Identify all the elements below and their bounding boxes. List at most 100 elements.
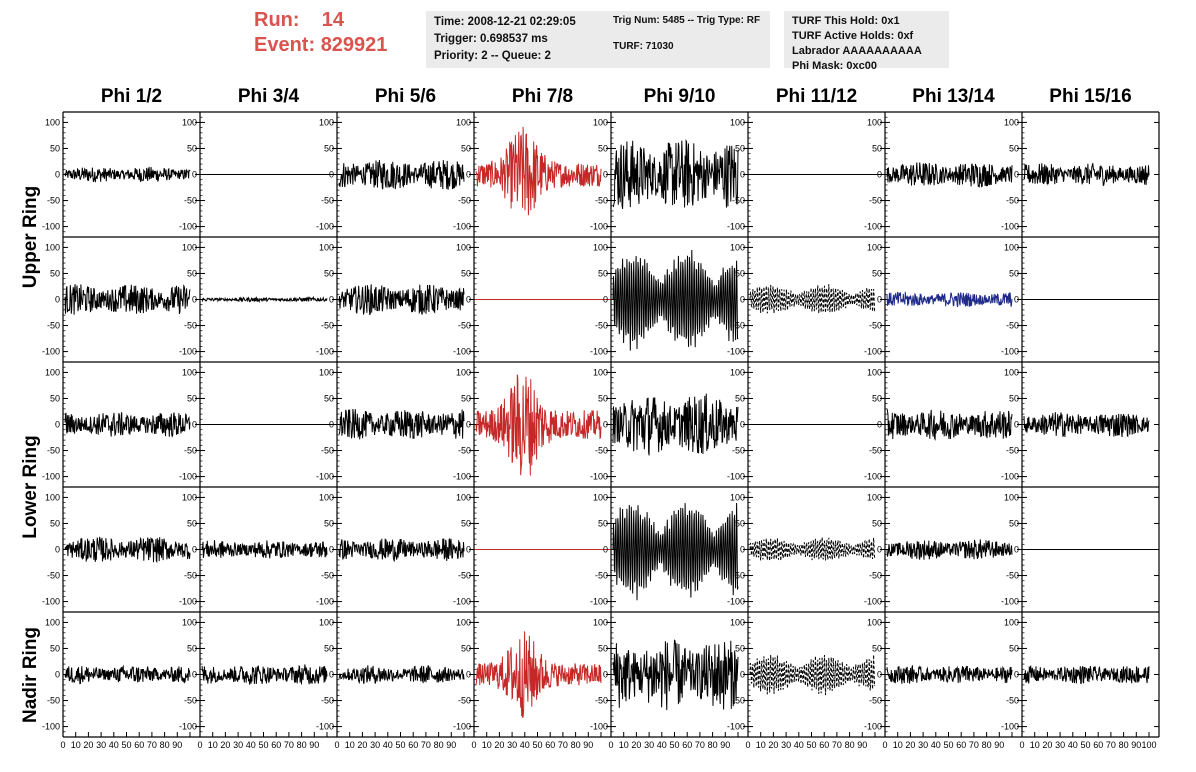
y-tick-label: 0 <box>603 295 608 305</box>
y-tick-label: 0 <box>329 545 334 555</box>
waveform-line <box>338 408 465 440</box>
y-tick-label: 50 <box>872 643 882 653</box>
x-tick-label: 90 <box>1131 740 1141 750</box>
waveform-line <box>475 631 602 718</box>
x-tick-label: 80 <box>297 740 307 750</box>
y-tick-label: -50 <box>869 446 882 456</box>
y-tick-label: -100 <box>42 222 60 232</box>
y-tick-label: 100 <box>730 242 745 252</box>
waveform-line <box>612 639 739 711</box>
y-tick-label: 50 <box>187 518 197 528</box>
waveform-panel: 100 50 0 -50 -100 <box>590 611 748 738</box>
x-tick-label: 0 <box>197 740 202 750</box>
waveform-line <box>201 540 328 559</box>
y-tick-label: -100 <box>42 347 60 357</box>
waveform-panel: 100 50 0 -50 -100 <box>453 611 611 738</box>
x-tick-label: 50 <box>258 740 268 750</box>
y-tick-label: 0 <box>55 295 60 305</box>
waveform-panel: 100 50 0 -50 -100 <box>42 236 200 363</box>
x-tick-label: 70 <box>284 740 294 750</box>
y-tick-label: 100 <box>319 492 334 502</box>
y-tick-label: -50 <box>184 446 197 456</box>
y-tick-label: 100 <box>182 117 197 127</box>
waveform-line <box>64 283 191 315</box>
y-tick-label: -100 <box>727 472 745 482</box>
y-tick-label: 50 <box>50 268 60 278</box>
y-tick-label: -50 <box>458 696 471 706</box>
x-tick-label: 60 <box>1093 740 1103 750</box>
y-tick-label: 50 <box>598 518 608 528</box>
x-tick-label: 70 <box>832 740 842 750</box>
x-tick-label: 40 <box>383 740 393 750</box>
y-tick-label: -100 <box>316 597 334 607</box>
waveform-panel: 100 50 0 -50 -100 <box>864 611 1022 738</box>
waveform-line <box>1023 412 1150 438</box>
y-tick-label: 50 <box>735 518 745 528</box>
x-tick-label: 40 <box>657 740 667 750</box>
x-tick-label: 70 <box>147 740 157 750</box>
y-tick-label: 0 <box>55 545 60 555</box>
x-tick-label: 100 <box>1141 740 1156 750</box>
y-tick-label: -50 <box>321 571 334 581</box>
y-tick-label: -50 <box>732 446 745 456</box>
y-tick-label: 100 <box>319 367 334 377</box>
waveform-line <box>612 393 739 456</box>
trigger-info-box: Trig Num: 5485 -- Trig Type: RF TURF: 71… <box>605 11 770 68</box>
x-tick-label: 10 <box>619 740 629 750</box>
y-tick-label: 100 <box>867 117 882 127</box>
y-tick-label: -100 <box>453 347 471 357</box>
y-tick-label: 100 <box>593 242 608 252</box>
x-tick-label: 40 <box>520 740 530 750</box>
run-label: Run: <box>254 9 300 31</box>
x-tick-label: 80 <box>845 740 855 750</box>
trigger-text: Trigger: 0.698537 ms <box>434 33 548 45</box>
x-tick-label: 0 <box>608 740 613 750</box>
y-tick-label: -50 <box>595 446 608 456</box>
y-tick-label: 100 <box>593 492 608 502</box>
y-tick-label: 50 <box>324 268 334 278</box>
y-tick-label: -100 <box>453 597 471 607</box>
y-tick-label: -50 <box>321 196 334 206</box>
y-tick-label: 100 <box>730 117 745 127</box>
y-tick-label: 50 <box>598 393 608 403</box>
y-tick-label: 0 <box>55 170 60 180</box>
y-tick-label: -100 <box>179 472 197 482</box>
y-tick-label: -100 <box>316 472 334 482</box>
y-tick-label: 100 <box>730 367 745 377</box>
waveform-panel: 100 50 0 -50 -100 <box>864 361 1022 488</box>
y-tick-label: 100 <box>45 617 60 627</box>
y-tick-label: 0 <box>466 670 471 680</box>
x-tick-label: 60 <box>819 740 829 750</box>
priority-text: Priority: 2 -- Queue: 2 <box>434 50 551 62</box>
x-tick-label: 20 <box>768 740 778 750</box>
y-tick-label: 0 <box>329 170 334 180</box>
y-tick-label: 100 <box>1004 367 1019 377</box>
y-tick-label: 50 <box>50 643 60 653</box>
phi-mask-text: Phi Mask: 0xc00 <box>792 60 877 72</box>
y-tick-label: 50 <box>872 268 882 278</box>
waveform-line <box>749 654 876 696</box>
x-tick-label: 20 <box>1042 740 1052 750</box>
y-tick-label: -50 <box>595 696 608 706</box>
column-title: Phi 3/4 <box>237 86 300 107</box>
waveform-line <box>201 664 328 685</box>
waveform-panel: 100 50 0 -50 -100 <box>316 236 474 363</box>
y-tick-label: 100 <box>182 242 197 252</box>
x-tick-label: 10 <box>1030 740 1040 750</box>
y-tick-label: -50 <box>184 696 197 706</box>
y-tick-label: 50 <box>187 268 197 278</box>
waveform-line <box>749 537 876 561</box>
y-tick-label: -50 <box>184 571 197 581</box>
x-tick-label: 10 <box>482 740 492 750</box>
waveform-line <box>612 502 739 601</box>
waveform-panel: 100 50 0 -50 -100 <box>1001 611 1159 738</box>
y-tick-label: -100 <box>590 597 608 607</box>
x-tick-label: 10 <box>756 740 766 750</box>
y-tick-label: -50 <box>732 196 745 206</box>
waveform-panel: 100 50 0 -50 -100 <box>453 236 611 363</box>
y-tick-label: 100 <box>456 617 471 627</box>
y-tick-label: 0 <box>877 295 882 305</box>
y-tick-label: -100 <box>727 722 745 732</box>
y-tick-label: 100 <box>45 492 60 502</box>
